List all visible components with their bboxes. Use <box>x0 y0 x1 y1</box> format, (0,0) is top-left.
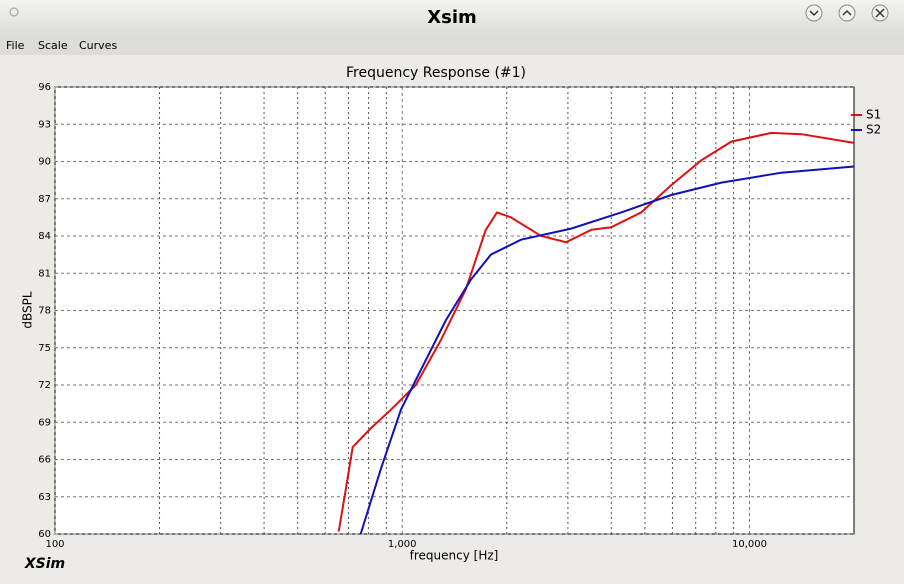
legend-label: S1 <box>866 108 881 122</box>
y-tick-label: 60 <box>38 529 51 540</box>
y-tick-label: 63 <box>38 492 51 503</box>
y-tick-label: 66 <box>38 455 51 466</box>
y-tick-label: 78 <box>38 306 51 317</box>
legend-label: S2 <box>866 123 881 137</box>
x-tick-label: 100 <box>45 539 64 550</box>
close-button[interactable] <box>871 4 889 22</box>
menu-item[interactable]: Curves <box>79 39 117 52</box>
y-tick-label: 69 <box>38 417 51 428</box>
y-tick-label: 75 <box>38 343 51 354</box>
x-axis-label: frequency [Hz] <box>410 549 499 563</box>
y-axis-label: dBSPL <box>21 291 35 328</box>
x-tick-label: 1,000 <box>388 539 417 550</box>
series-line <box>359 165 855 535</box>
menu-item[interactable]: File <box>6 39 25 52</box>
y-tick-label: 96 <box>38 82 51 93</box>
window-menu-button[interactable] <box>9 7 19 17</box>
x-tick-label: 10,000 <box>732 539 767 550</box>
chart-title: Frequency Response (#1) <box>346 65 526 81</box>
y-tick-label: 81 <box>38 268 51 279</box>
menu-bar <box>0 35 904 55</box>
title-bar <box>0 0 904 35</box>
logo: XSim <box>24 556 65 572</box>
minimize-button[interactable] <box>805 4 823 22</box>
y-tick-label: 84 <box>38 231 51 242</box>
y-tick-label: 72 <box>38 380 51 391</box>
series-line <box>337 131 855 532</box>
menu-item[interactable]: Scale <box>38 39 68 52</box>
window-title: Xsim <box>427 7 477 28</box>
y-tick-label: 93 <box>38 119 51 130</box>
y-tick-label: 90 <box>38 157 51 168</box>
maximize-button[interactable] <box>838 4 856 22</box>
y-tick-label: 87 <box>38 194 51 205</box>
